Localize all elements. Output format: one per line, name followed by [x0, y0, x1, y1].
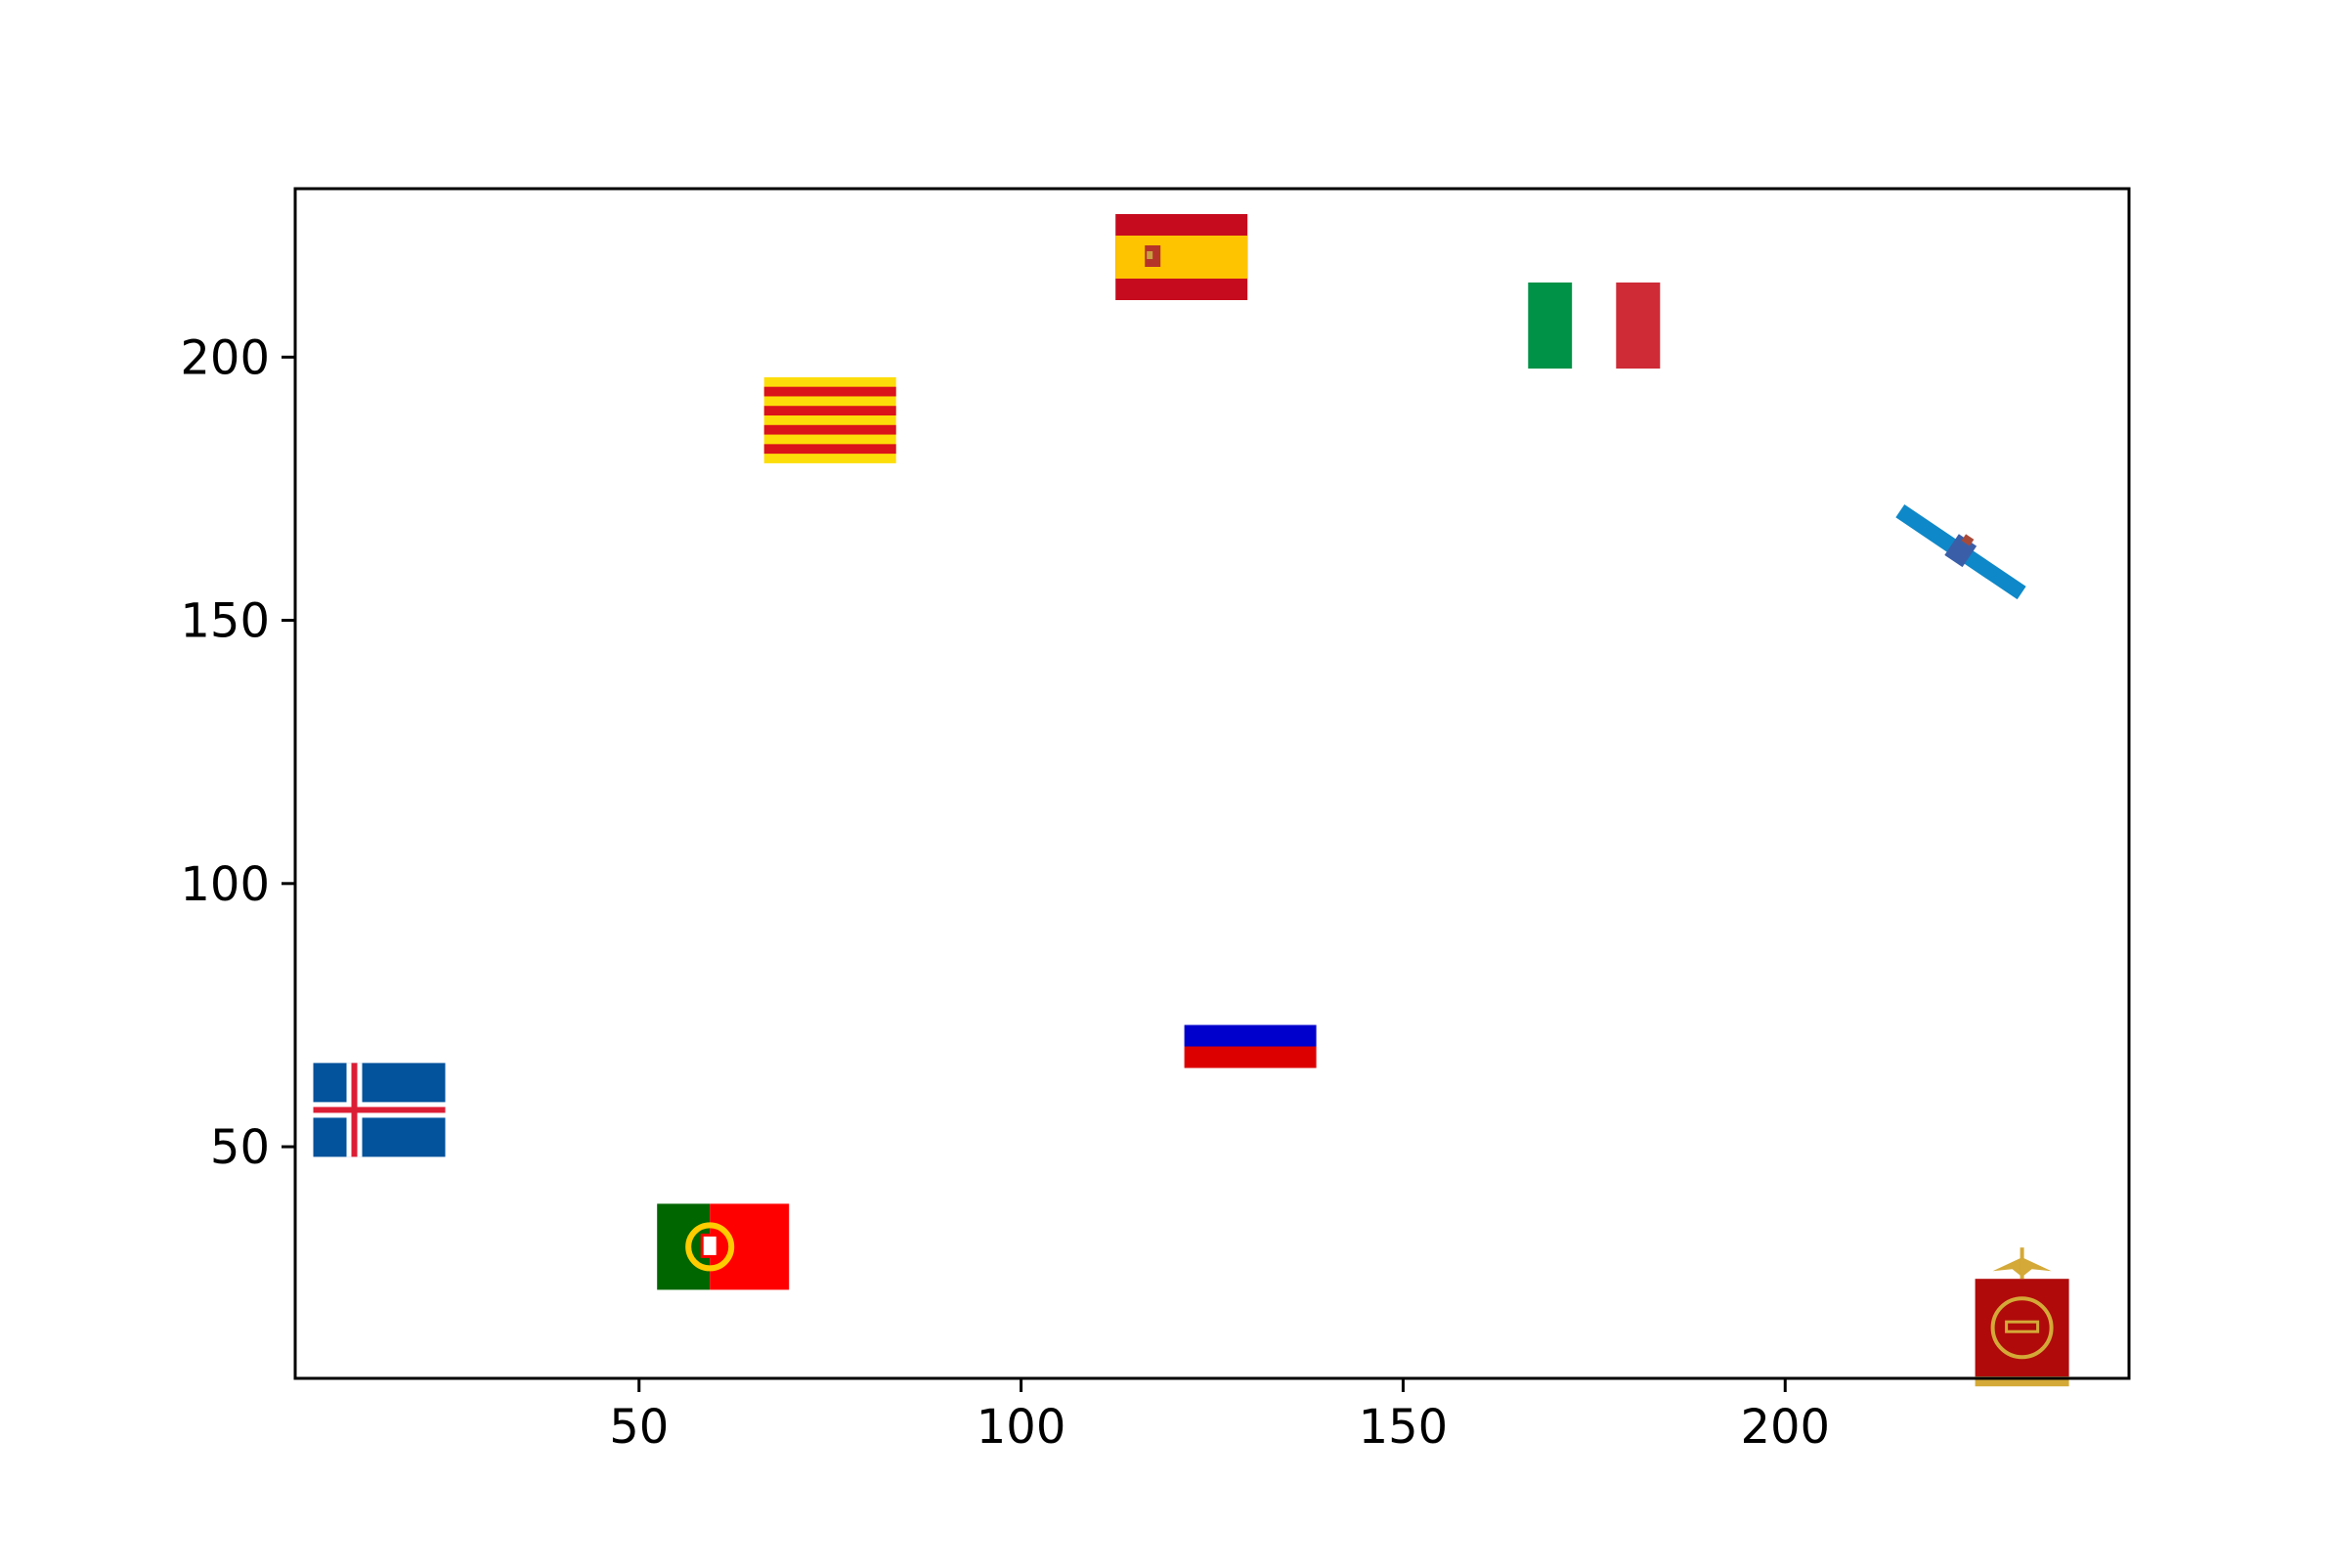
ticks-layer: 50 100 150 200 50 100 150 200 [180, 330, 1830, 1455]
canary-islands-flag [1895, 504, 2026, 600]
x-tick-label: 150 [1359, 1400, 1449, 1455]
x-tick-label: 200 [1740, 1400, 1830, 1455]
y-tick-label: 150 [180, 594, 270, 649]
iceland-flag [313, 1063, 446, 1157]
x-tick-label: 100 [977, 1400, 1066, 1455]
x-tick-label: 50 [609, 1400, 669, 1455]
flags-layer [313, 214, 2069, 1387]
russia-flag [1184, 1024, 1317, 1068]
spain-flag [1115, 214, 1248, 300]
roman-standard-flag [1975, 1247, 2069, 1387]
y-tick-label: 100 [180, 857, 270, 912]
portugal-flag [657, 1203, 790, 1290]
axes-frame [293, 187, 2131, 1380]
y-tick-label: 50 [210, 1120, 270, 1175]
y-tick-label: 200 [180, 330, 270, 385]
catalonia-flag [763, 376, 896, 463]
italy-flag [1528, 283, 1661, 369]
